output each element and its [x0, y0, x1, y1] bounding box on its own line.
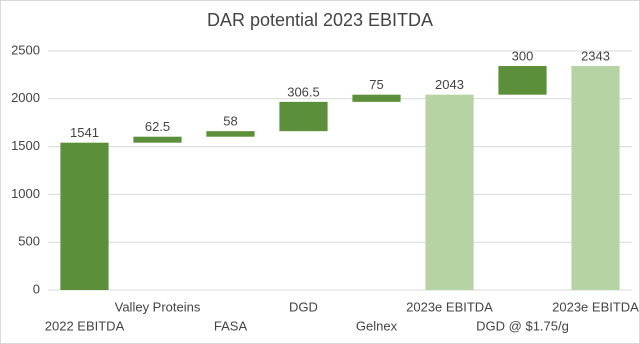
x-tick-label: FASA [214, 318, 248, 333]
x-tick-label: Valley Proteins [115, 299, 201, 314]
bar [279, 101, 328, 132]
bar [133, 136, 182, 143]
y-tick-label: 1500 [11, 138, 40, 153]
y-tick-label: 2500 [11, 42, 40, 57]
bar [498, 66, 547, 95]
data-label: 62.5 [145, 119, 170, 134]
x-tick-label: 2023e EBITDA [552, 299, 639, 314]
y-tick-label: 1000 [11, 186, 40, 201]
data-label: 306.5 [287, 84, 320, 99]
data-label: 58 [223, 114, 237, 129]
data-label: 75 [369, 77, 383, 92]
data-label: 1541 [70, 125, 99, 140]
x-tick-label: 2023e EBITDA [406, 299, 493, 314]
bar [571, 66, 620, 290]
x-tick-label: 2022 EBITDA [45, 318, 125, 333]
bar [425, 94, 474, 290]
y-tick-label: 0 [33, 281, 40, 296]
bar [206, 131, 255, 137]
x-tick-label: Gelnex [356, 318, 398, 333]
bar [352, 94, 401, 102]
chart-title: DAR potential 2023 EBITDA [207, 10, 433, 30]
x-tick-label: DGD @ $1.75/g [476, 318, 569, 333]
bar [60, 142, 109, 290]
data-label: 2343 [581, 48, 610, 63]
x-tick-label: DGD [289, 299, 318, 314]
y-tick-label: 500 [18, 234, 40, 249]
data-label: 300 [512, 48, 534, 63]
y-tick-label: 2000 [11, 90, 40, 105]
data-label: 2043 [435, 77, 464, 92]
